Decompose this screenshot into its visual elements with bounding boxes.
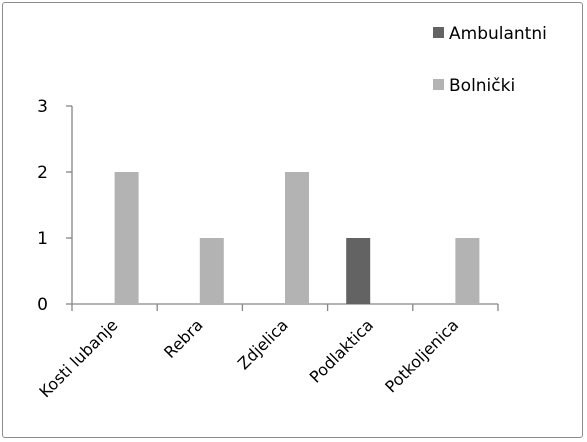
legend-swatch-bolniki	[433, 79, 444, 90]
x-category-label: Rebra	[160, 315, 207, 362]
bar-bolniki-rebra	[199, 238, 224, 304]
y-tick-label: 2	[37, 163, 48, 183]
tick-labels: 0 1 2 3 Kosti lubanje Rebra Zdjelica Podlaktica…	[35, 97, 462, 401]
bar-bolniki-kosti-lubanje	[114, 172, 139, 304]
legend: Ambulantni Bolnički	[433, 24, 547, 96]
bar-ambulantni-podlaktica	[346, 238, 371, 304]
y-tick-label: 1	[37, 229, 48, 249]
x-category-label: Kosti lubanje	[35, 315, 121, 401]
bars	[114, 172, 480, 304]
x-category-label: Zdjelica	[234, 315, 292, 373]
x-category-label: Podlaktica	[306, 315, 377, 386]
legend-label: Ambulantni	[449, 24, 547, 44]
x-category-label: Potkoljenica	[381, 315, 462, 396]
bar-bolniki-zdjelica	[285, 172, 309, 304]
legend-label: Bolnički	[449, 76, 515, 96]
y-tick-label: 3	[37, 97, 48, 117]
bar-bolniki-potkoljenica	[455, 238, 480, 304]
legend-swatch-ambulantni	[433, 27, 444, 38]
y-tick-label: 0	[37, 295, 48, 315]
